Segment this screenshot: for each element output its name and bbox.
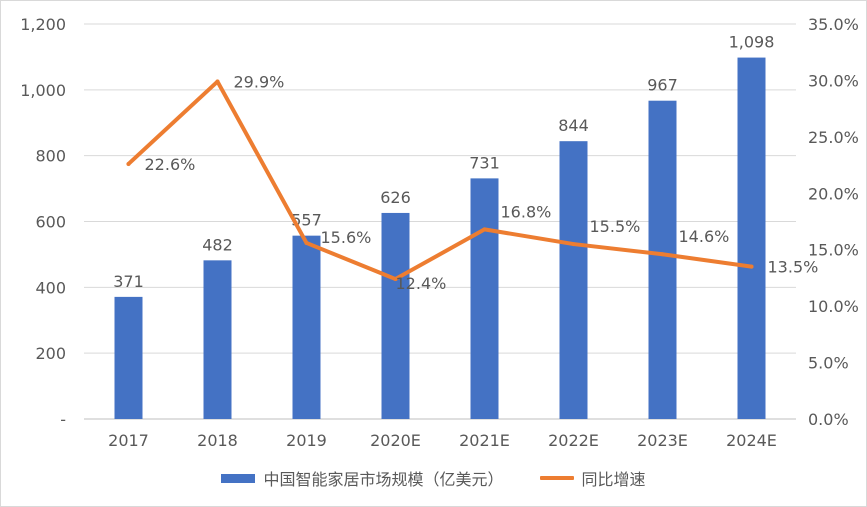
bar [648, 100, 677, 419]
line-point [571, 242, 576, 247]
legend-bar-swatch [221, 473, 256, 483]
bar [381, 212, 410, 419]
y-tick-left: 1,200 [20, 15, 66, 34]
bar-data-label: 482 [202, 235, 233, 254]
line-data-label: 12.4% [396, 274, 447, 293]
x-tick-label: 2021E [459, 431, 510, 450]
line-point [482, 227, 487, 232]
bar [559, 141, 588, 419]
y-tick-right: 0.0% [808, 410, 849, 429]
x-tick-label: 2019 [286, 431, 327, 450]
legend-line-label: 同比增速 [581, 470, 646, 489]
bar-data-label: 844 [558, 116, 589, 135]
x-tick-label: 2017 [108, 431, 149, 450]
bar-data-label: 731 [469, 153, 500, 172]
line-point [660, 252, 665, 257]
line-point [304, 240, 309, 245]
bar [292, 235, 321, 419]
bar [114, 296, 143, 419]
y-tick-left: 400 [35, 278, 66, 297]
bar [203, 260, 232, 419]
bar [470, 178, 499, 419]
x-tick-label: 2022E [548, 431, 599, 450]
y-tick-right: 5.0% [808, 354, 849, 373]
bar [737, 57, 766, 419]
y-tick-right: 35.0% [808, 15, 859, 34]
line-data-label: 13.5% [768, 258, 819, 277]
bar-data-label: 626 [380, 188, 411, 207]
y-tick-right: 30.0% [808, 71, 859, 90]
bar-data-label: 1,098 [729, 33, 775, 52]
y-tick-left: 600 [35, 213, 66, 232]
line-point [393, 277, 398, 282]
x-tick-label: 2024E [726, 431, 777, 450]
line-data-label: 22.6% [145, 155, 196, 174]
line-data-label: 16.8% [501, 202, 552, 221]
growth-line [126, 79, 754, 282]
x-tick-label: 2020E [370, 431, 421, 450]
x-tick-label: 2018 [197, 431, 238, 450]
bar-data-label: 967 [647, 76, 678, 95]
y-tick-left: 800 [35, 147, 66, 166]
x-tick-label: 2023E [637, 431, 688, 450]
y-tick-left: - [60, 410, 66, 429]
legend-item-bar: 中国智能家居市场规模（亿美元） [221, 466, 504, 490]
bar-data-label: 557 [291, 211, 322, 230]
line-data-label: 14.6% [679, 227, 730, 246]
y-tick-right: 15.0% [808, 241, 859, 260]
y-tick-right: 20.0% [808, 184, 859, 203]
y-tick-right: 10.0% [808, 297, 859, 316]
y-tick-left: 1,000 [20, 81, 66, 100]
line-point [126, 161, 131, 166]
y-tick-left: 200 [35, 344, 66, 363]
legend-item-line: 同比增速 [539, 466, 646, 490]
legend: 中国智能家居市场规模（亿美元） 同比增速 [1, 466, 866, 490]
line-point [749, 264, 754, 269]
line-data-label: 15.5% [590, 217, 641, 236]
line-data-label: 15.6% [321, 228, 372, 247]
y-tick-right: 25.0% [808, 128, 859, 147]
bar-data-label: 371 [113, 272, 144, 291]
legend-bar-label: 中国智能家居市场规模（亿美元） [263, 470, 504, 489]
line-point [215, 79, 220, 84]
line-data-label: 29.9% [234, 73, 285, 92]
legend-line-swatch [539, 476, 574, 480]
